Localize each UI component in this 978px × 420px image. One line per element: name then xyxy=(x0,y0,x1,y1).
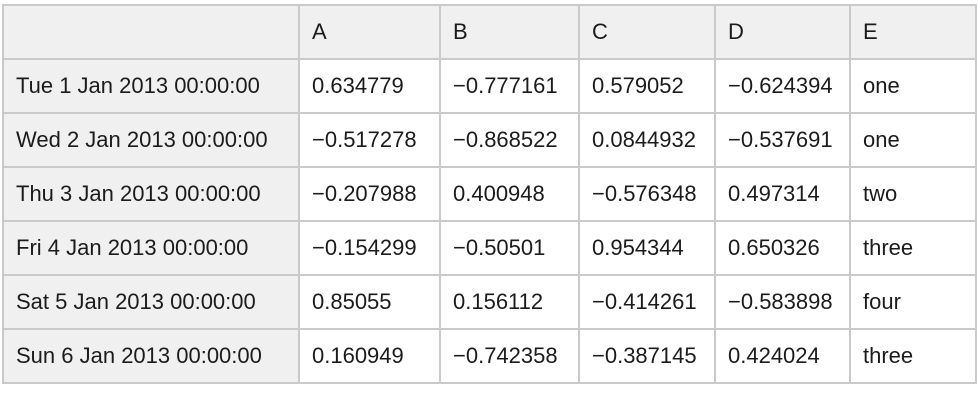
table-cell: −0.517278 xyxy=(298,112,441,168)
table-cell: four xyxy=(849,274,977,330)
table-header-row: A B C D E xyxy=(2,4,977,60)
table-cell: three xyxy=(849,328,977,384)
table-cell: 0.954344 xyxy=(578,220,716,276)
table-cell: 0.400948 xyxy=(439,166,580,222)
table-cell: 0.85055 xyxy=(298,274,441,330)
table-row: Wed 2 Jan 2013 00:00:00 −0.517278 −0.868… xyxy=(2,112,977,168)
table-row: Sun 6 Jan 2013 00:00:00 0.160949 −0.7423… xyxy=(2,328,977,384)
table-cell: −0.154299 xyxy=(298,220,441,276)
table-row: Thu 3 Jan 2013 00:00:00 −0.207988 0.4009… xyxy=(2,166,977,222)
table-cell: three xyxy=(849,220,977,276)
table-row: Sat 5 Jan 2013 00:00:00 0.85055 0.156112… xyxy=(2,274,977,330)
table-cell: 0.0844932 xyxy=(578,112,716,168)
row-index: Sun 6 Jan 2013 00:00:00 xyxy=(2,328,300,384)
dataframe-table: A B C D E Tue 1 Jan 2013 00:00:00 0.6347… xyxy=(2,4,977,384)
row-index: Wed 2 Jan 2013 00:00:00 xyxy=(2,112,300,168)
column-header-a: A xyxy=(298,4,441,60)
table-cell: 0.424024 xyxy=(714,328,851,384)
table-cell: −0.50501 xyxy=(439,220,580,276)
table-cell: −0.742358 xyxy=(439,328,580,384)
table-cell: −0.414261 xyxy=(578,274,716,330)
table-row: Fri 4 Jan 2013 00:00:00 −0.154299 −0.505… xyxy=(2,220,977,276)
table-cell: one xyxy=(849,112,977,168)
table-cell: 0.634779 xyxy=(298,58,441,114)
table-cell: 0.650326 xyxy=(714,220,851,276)
column-header-d: D xyxy=(714,4,851,60)
table-cell: two xyxy=(849,166,977,222)
row-index: Thu 3 Jan 2013 00:00:00 xyxy=(2,166,300,222)
table-cell: −0.387145 xyxy=(578,328,716,384)
column-header-e: E xyxy=(849,4,977,60)
table-cell: 0.156112 xyxy=(439,274,580,330)
column-header-c: C xyxy=(578,4,716,60)
table-cell: 0.579052 xyxy=(578,58,716,114)
table-row: Tue 1 Jan 2013 00:00:00 0.634779 −0.7771… xyxy=(2,58,977,114)
corner-header xyxy=(2,4,300,60)
table-cell: −0.777161 xyxy=(439,58,580,114)
column-header-b: B xyxy=(439,4,580,60)
table-cell: one xyxy=(849,58,977,114)
table-cell: −0.537691 xyxy=(714,112,851,168)
table-cell: 0.160949 xyxy=(298,328,441,384)
table-cell: −0.576348 xyxy=(578,166,716,222)
row-index: Tue 1 Jan 2013 00:00:00 xyxy=(2,58,300,114)
table-cell: −0.624394 xyxy=(714,58,851,114)
table-cell: −0.868522 xyxy=(439,112,580,168)
row-index: Fri 4 Jan 2013 00:00:00 xyxy=(2,220,300,276)
row-index: Sat 5 Jan 2013 00:00:00 xyxy=(2,274,300,330)
table-cell: 0.497314 xyxy=(714,166,851,222)
table-cell: −0.583898 xyxy=(714,274,851,330)
table-cell: −0.207988 xyxy=(298,166,441,222)
